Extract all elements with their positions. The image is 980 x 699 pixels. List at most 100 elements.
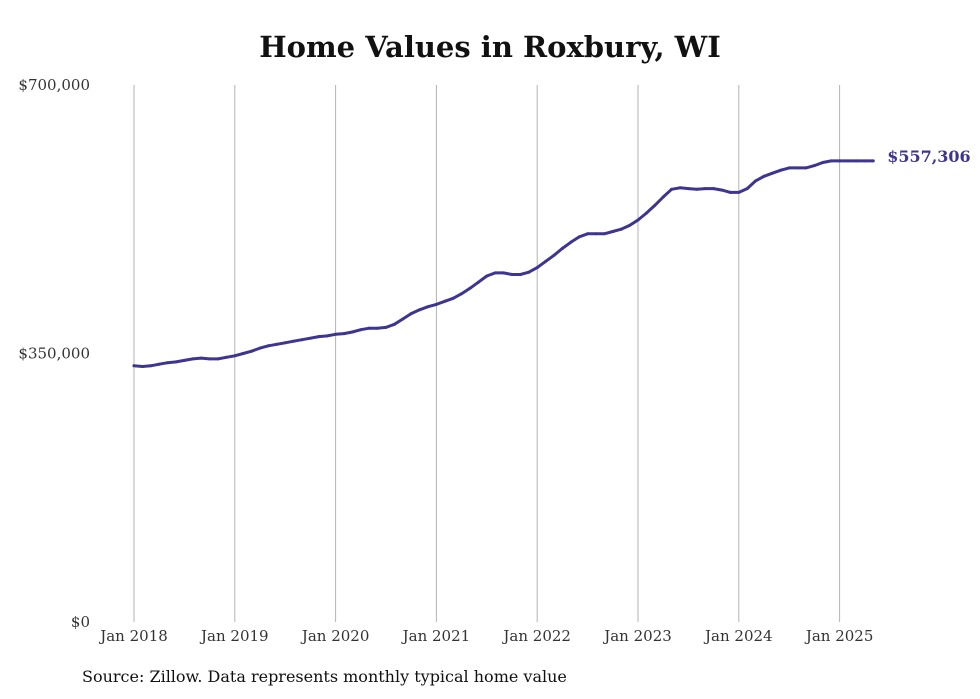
- x-axis-ticks: Jan 2018 Jan 2019 Jan 2020 Jan 2021 Jan 2022…: [98, 627, 873, 645]
- data-point: [796, 166, 800, 170]
- data-point: [275, 342, 279, 346]
- data-point: [132, 364, 136, 368]
- data-point: [745, 187, 749, 191]
- data-point: [527, 270, 531, 274]
- data-point: [308, 336, 312, 340]
- data-point: [418, 308, 422, 312]
- x-tick-label: Jan 2024: [703, 627, 773, 645]
- data-point: [258, 346, 262, 350]
- x-tick-label: Jan 2019: [199, 627, 269, 645]
- data-point: [208, 357, 212, 361]
- data-point: [770, 171, 774, 175]
- data-point: [401, 317, 405, 321]
- data-point: [216, 357, 220, 361]
- y-axis-ticks: $0 $350,000 $700,000: [18, 76, 90, 631]
- data-point: [493, 271, 497, 275]
- data-point: [653, 203, 657, 207]
- data-point: [670, 187, 674, 191]
- data-point: [821, 161, 825, 164]
- data-point: [871, 159, 875, 163]
- data-point: [224, 355, 228, 359]
- data-point: [678, 186, 682, 190]
- data-point: [518, 273, 522, 276]
- data-point: [485, 274, 489, 278]
- x-tick-label: Jan 2020: [300, 627, 370, 645]
- data-point: [804, 166, 808, 170]
- data-point: [812, 164, 816, 168]
- x-tick-label: Jan 2023: [602, 627, 672, 645]
- data-point: [342, 332, 346, 336]
- data-point: [460, 292, 464, 296]
- data-point: [636, 218, 640, 222]
- data-point: [686, 187, 690, 191]
- data-point: [661, 195, 665, 199]
- data-point: [384, 325, 388, 329]
- data-point: [250, 349, 254, 353]
- data-point: [569, 240, 573, 244]
- data-point: [191, 357, 195, 361]
- data-point: [359, 328, 363, 332]
- data-point: [602, 232, 606, 236]
- end-label-layer: $557,306: [887, 147, 971, 166]
- data-point: [695, 187, 699, 191]
- y-tick-label: $700,000: [18, 76, 90, 94]
- data-point: [586, 232, 590, 236]
- data-point: [300, 338, 304, 342]
- series-layer: [132, 159, 875, 368]
- data-point: [863, 159, 867, 163]
- source-note: Source: Zillow. Data represents monthly …: [82, 667, 567, 686]
- data-point: [644, 211, 648, 215]
- data-point: [409, 312, 413, 316]
- data-point: [426, 305, 430, 309]
- data-point: [560, 246, 564, 250]
- x-tick-label: Jan 2025: [804, 627, 874, 645]
- data-point: [754, 179, 758, 183]
- data-point: [476, 280, 480, 284]
- data-point: [737, 190, 741, 194]
- data-point: [544, 259, 548, 263]
- data-point: [594, 232, 598, 236]
- data-point: [535, 266, 539, 270]
- data-point: [140, 365, 144, 368]
- data-point: [392, 322, 396, 326]
- data-point: [552, 253, 556, 257]
- data-point: [611, 230, 615, 233]
- data-point: [577, 235, 581, 239]
- data-point: [367, 326, 371, 330]
- y-tick-label: $0: [71, 613, 90, 631]
- data-point: [703, 187, 707, 191]
- data-point: [157, 362, 161, 366]
- data-point: [376, 326, 380, 330]
- data-point: [241, 352, 245, 355]
- data-point: [292, 339, 296, 343]
- data-point: [325, 334, 329, 338]
- data-point: [762, 174, 766, 178]
- data-point: [502, 271, 506, 275]
- data-point: [266, 344, 270, 348]
- data-point: [829, 159, 833, 163]
- data-point: [283, 341, 287, 345]
- data-point: [510, 273, 514, 276]
- data-point: [451, 296, 455, 300]
- y-tick-label: $350,000: [18, 345, 90, 363]
- data-point: [787, 166, 791, 170]
- data-point: [712, 187, 716, 191]
- data-point: [174, 360, 178, 364]
- data-point: [846, 159, 850, 163]
- x-tick-label: Jan 2021: [401, 627, 471, 645]
- series-line: [132, 159, 875, 368]
- x-tick-label: Jan 2018: [98, 627, 168, 645]
- data-point: [854, 159, 858, 163]
- data-point: [728, 190, 732, 194]
- data-point: [166, 361, 170, 365]
- data-point: [334, 332, 338, 336]
- data-point: [199, 356, 203, 360]
- chart-title: Home Values in Roxbury, WI: [259, 30, 721, 64]
- data-point: [434, 302, 438, 306]
- data-point: [149, 364, 153, 368]
- gridlines: [133, 85, 841, 622]
- data-point: [628, 223, 632, 227]
- data-point: [182, 358, 186, 362]
- data-point: [317, 335, 321, 339]
- x-tick-label: Jan 2022: [501, 627, 571, 645]
